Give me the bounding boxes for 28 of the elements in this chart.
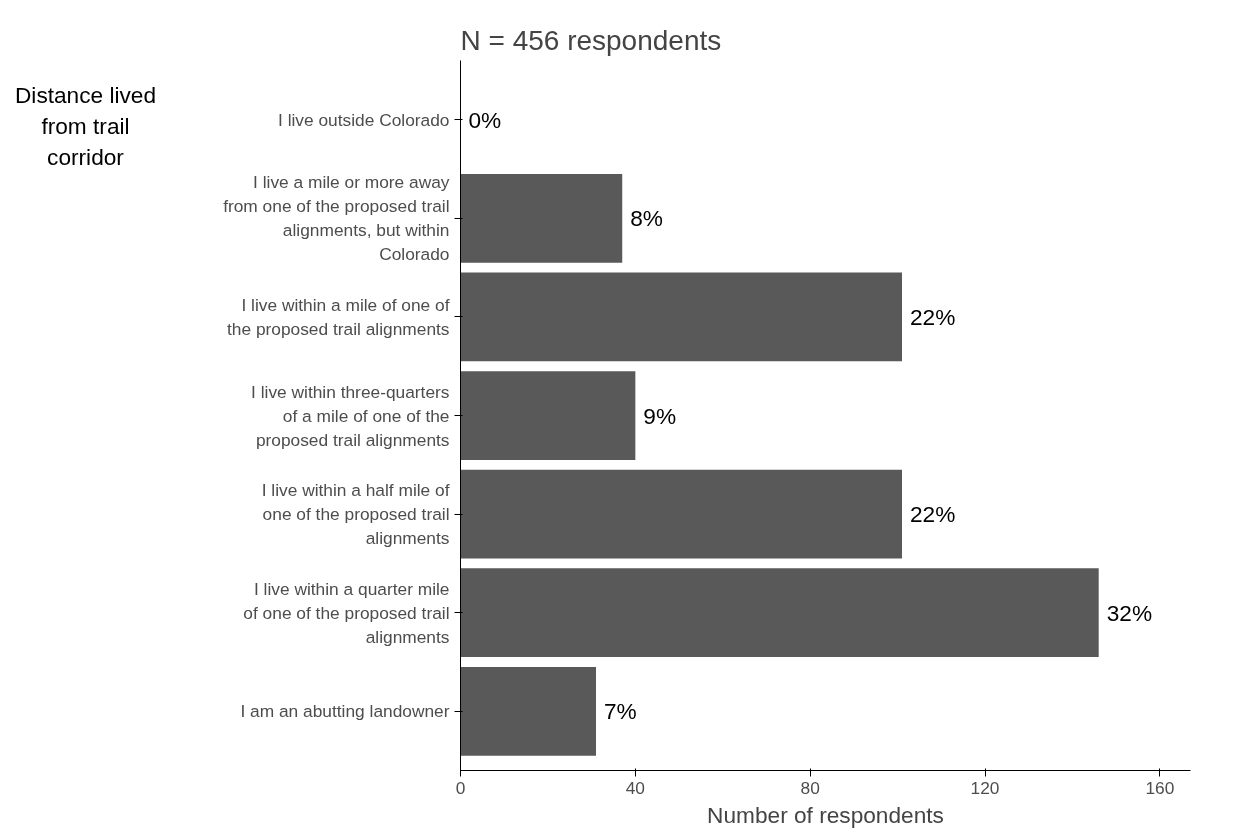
bar (460, 666, 597, 756)
annotation: 0% (468, 106, 502, 133)
bar (460, 469, 902, 559)
y-tick-label: I live within a quarter mile of one of the proposed trail alignments (243, 578, 450, 647)
y-tick-label: I live within a mile of one of the proposed trail alignments (226, 294, 450, 339)
y-tick-label: I live within three-quarters of a mile of one of the proposed trail alignments (251, 381, 450, 450)
annotation: 22% (910, 501, 956, 528)
y-tick-label: I live outside Colorado (278, 109, 450, 130)
x-axis-title: Number of respondents (707, 801, 944, 828)
x-tick-label: 0 (455, 777, 466, 798)
bar (460, 173, 623, 263)
x-tick-label: 40 (625, 777, 645, 798)
annotation: 7% (604, 698, 637, 725)
annotation: 9% (643, 402, 677, 429)
annotation: 22% (910, 303, 956, 330)
bar (460, 371, 636, 460)
annotation: 8% (630, 205, 663, 232)
x-tick-label: 120 (970, 777, 1000, 798)
bar (460, 272, 902, 362)
x-tick-label: 160 (1145, 777, 1175, 798)
y-axis-title: Distance lived from trail corridor (14, 81, 157, 171)
bar (460, 568, 1099, 658)
chart-title: N = 456 respondents (460, 24, 722, 56)
annotation: 32% (1106, 599, 1153, 626)
y-tick-label: I live within a half mile of one of the proposed trail alignments (261, 480, 450, 549)
x-tick-label: 80 (800, 777, 820, 798)
y-tick-label: I am an abutting landowner (240, 701, 450, 722)
y-tick-label: I live a mile or more away from one of the proposed trail alignments, but within Colorado (223, 172, 450, 265)
